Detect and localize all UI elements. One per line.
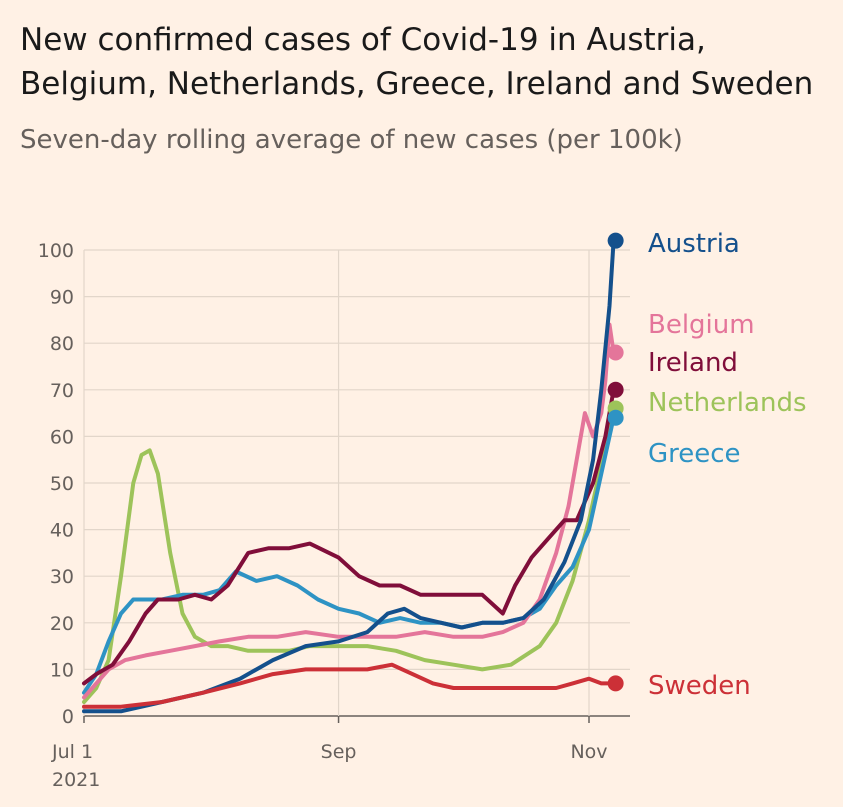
x-tick-label: Nov <box>570 741 607 763</box>
x-tick-sublabel: 2021 <box>52 769 100 791</box>
x-axis-tick-labels: Jul 1 2021 Sep Nov <box>51 741 608 791</box>
series-line-belgium <box>82 322 616 700</box>
x-tick-label: Jul 1 <box>51 741 93 763</box>
y-tick-label: 90 <box>50 287 74 309</box>
y-tick-label: 10 <box>50 659 74 681</box>
y-axis-tick-labels: 0 10 20 30 40 50 60 70 80 90 100 <box>38 240 74 728</box>
series-line-netherlands <box>82 406 616 704</box>
end-marker-austria <box>607 232 624 249</box>
end-marker-belgium <box>607 344 624 361</box>
chart-subtitle: Seven-day rolling average of new cases (… <box>20 125 683 155</box>
end-marker-ireland <box>607 381 624 398</box>
series-line-ireland <box>82 387 616 686</box>
series-label-ireland: Ireland <box>648 348 738 378</box>
series-line-sweden <box>82 662 616 709</box>
end-marker-sweden <box>607 675 624 692</box>
series-line-greece <box>82 415 616 695</box>
series-label-austria: Austria <box>648 229 740 259</box>
y-tick-label: 40 <box>50 520 74 542</box>
series-label-greece: Greece <box>648 439 741 469</box>
series-end-markers: Netherlands Greece Belgium Ireland Austria Sw… <box>607 229 807 701</box>
y-tick-label: 60 <box>50 426 74 448</box>
end-marker-greece <box>607 409 624 426</box>
series-line-austria <box>82 238 616 714</box>
y-tick-label: 0 <box>62 706 74 728</box>
series-label-sweden: Sweden <box>648 671 751 701</box>
y-tick-label: 30 <box>50 566 74 588</box>
chart-title: New confirmed cases of Covid-19 in Austr… <box>20 22 814 102</box>
series-label-belgium: Belgium <box>648 310 755 340</box>
series-label-netherlands: Netherlands <box>648 388 807 418</box>
y-tick-label: 20 <box>50 613 74 635</box>
y-tick-label: 100 <box>38 240 74 262</box>
y-tick-label: 50 <box>50 473 74 495</box>
x-tick-label: Sep <box>321 741 357 763</box>
series-lines <box>82 238 616 714</box>
y-tick-label: 70 <box>50 380 74 402</box>
y-tick-label: 80 <box>50 333 74 355</box>
